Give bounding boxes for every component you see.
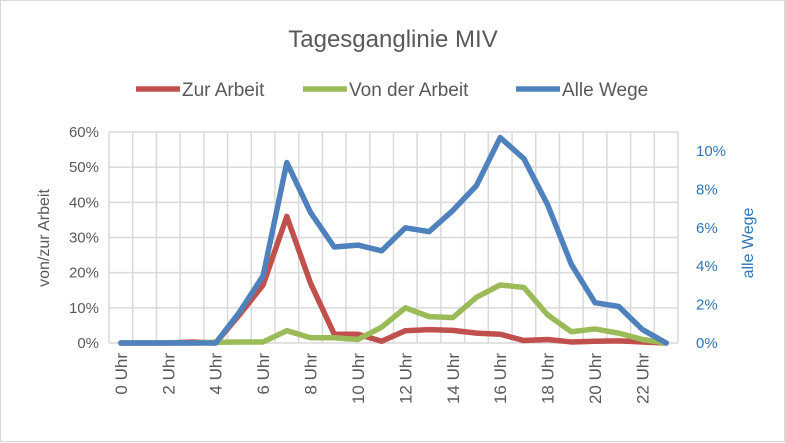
legend-label: Alle Wege [562,80,648,101]
x-tick-label: 2 Uhr [159,353,178,395]
y2-tick-label: 2% [696,297,718,314]
y2-tick-label: 8% [696,181,718,198]
legend-label: Zur Arbeit [182,80,265,101]
y-tick-label: 60% [69,124,99,141]
y2-axis-label: alle Wege [740,207,757,278]
y-tick-label: 50% [69,159,99,176]
legend: Zur Arbeit Von der Arbeit Alle Wege [136,80,648,101]
y-axis-label: von/zur Arbeit [36,189,53,287]
y-tick-label: 10% [69,300,99,317]
x-tick-label: 16 Uhr [491,353,510,404]
x-tick-label: 14 Uhr [444,353,463,404]
chart-title: Tagesganglinie MIV [288,26,497,53]
series-lines [118,134,669,346]
y2-tick-label: 0% [696,335,718,352]
x-tick-label: 18 Uhr [539,353,558,404]
y2-tick-label: 6% [696,220,718,237]
y2-tick-label: 4% [696,258,718,275]
legend-label: Von der Arbeit [349,80,469,101]
x-tick-label: 4 Uhr [207,353,226,395]
y-tick-label: 40% [69,194,99,211]
x-tick-label: 0 Uhr [112,353,131,395]
y-tick-label: 20% [69,265,99,282]
series-line-alle-wege [118,134,669,346]
x-tick-label: 12 Uhr [396,353,415,404]
x-tick-label: 6 Uhr [254,353,273,395]
y-tick-label: 30% [69,230,99,247]
y2-tick-label: 10% [696,143,726,160]
axes: 0% 10% 20% 30% 40% 50% 60% 0% 2% 4% 6% 8% 10% 0 Uhr 2 … [69,124,726,404]
x-tick-label: 8 Uhr [302,353,321,395]
x-tick-label: 22 Uhr [633,353,652,404]
y-tick-label: 0% [77,335,99,352]
x-tick-label: 10 Uhr [349,353,368,404]
x-tick-label: 20 Uhr [586,353,605,404]
